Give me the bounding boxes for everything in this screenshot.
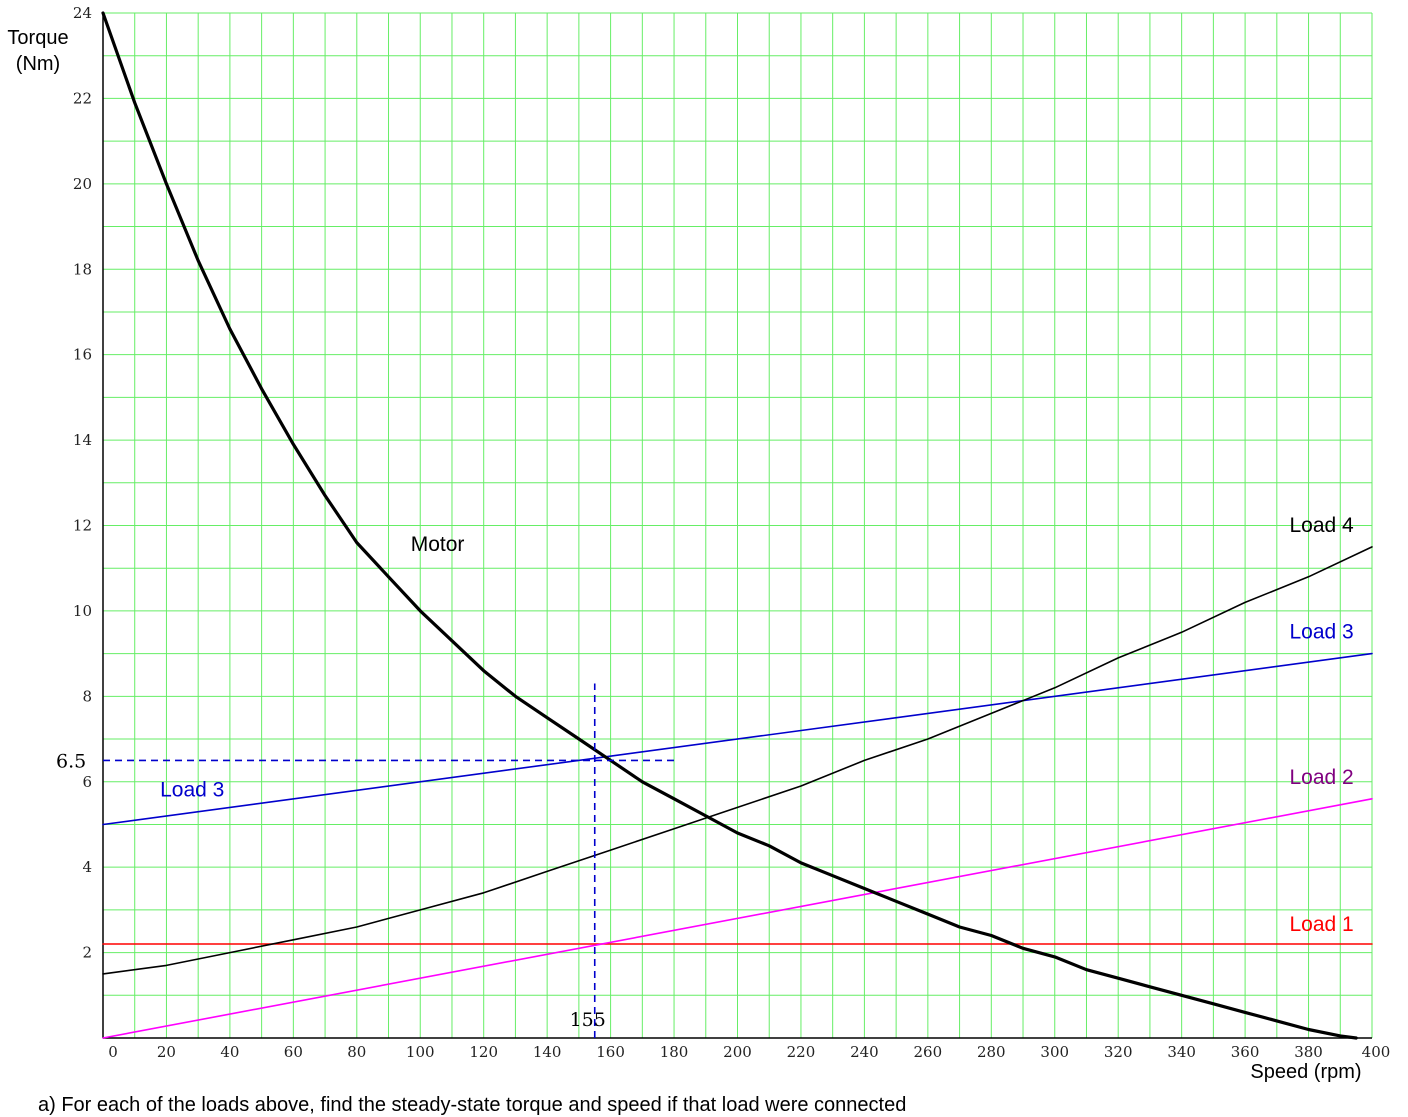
- chart-tick-labels: 0 20 40 60 80 100 120 140 160 180 200 220 240 260 280 3…: [73, 4, 1390, 1061]
- x-tick-label-240: 240: [850, 1043, 879, 1061]
- chart-series: [101, 11, 1373, 1040]
- x-tick-label-340: 340: [1167, 1043, 1196, 1061]
- x-tick-label-180: 180: [660, 1043, 689, 1061]
- x-tick-label-40: 40: [220, 1043, 239, 1061]
- y-tick-label-8: 8: [82, 687, 92, 705]
- y-tick-label-24: 24: [73, 4, 92, 22]
- y-axis-title-line-2: (Nm): [16, 53, 60, 75]
- operating-point-torque-label: 6.5: [56, 750, 86, 772]
- x-tick-label-160: 160: [596, 1043, 625, 1061]
- x-tick-label-200: 200: [723, 1043, 752, 1061]
- chart-labels: Motor Load 4 Load 3 Load 2 Load 1 Load 3 Torqu…: [7, 27, 1361, 1083]
- y-tick-label-6: 6: [82, 773, 92, 791]
- series-label-load-3-2: Load 3: [1290, 621, 1354, 644]
- question-caption: a) For each of the loads above, find the…: [38, 1094, 907, 1116]
- y-tick-label-10: 10: [73, 602, 92, 620]
- series-line-motor: [101, 11, 1358, 1040]
- x-tick-label-400: 400: [1362, 1043, 1391, 1061]
- y-tick-label-12: 12: [73, 517, 92, 535]
- x-tick-label-260: 260: [914, 1043, 943, 1061]
- x-tick-label-120: 120: [469, 1043, 498, 1061]
- y-axis-title-line-1: Torque: [7, 27, 68, 49]
- series-label-load-2-3: Load 2: [1290, 766, 1354, 789]
- operating-point-speed-label: 155: [570, 1009, 606, 1031]
- chart-grid: [103, 13, 1372, 1038]
- y-tick-label-14: 14: [73, 431, 92, 449]
- x-tick-label-0: 0: [108, 1043, 118, 1061]
- chart-axes: [102, 12, 1373, 1039]
- x-tick-label-100: 100: [406, 1043, 435, 1061]
- series-label-load-4-1: Load 4: [1290, 514, 1355, 537]
- x-axis-title: Speed (rpm): [1250, 1061, 1361, 1083]
- y-tick-label-4: 4: [82, 858, 92, 876]
- series-label-load-3-5: Load 3: [160, 779, 224, 802]
- series-line-load-2: [102, 798, 1373, 1039]
- x-tick-label-380: 380: [1294, 1043, 1323, 1061]
- operating-point-markers: 155 6.5: [56, 683, 675, 1038]
- x-tick-label-80: 80: [347, 1043, 366, 1061]
- x-tick-label-20: 20: [157, 1043, 176, 1061]
- torque-speed-chart: 155 6.5 Motor Load 4 Load 3 Load 2 Load 1 Load…: [7, 4, 1390, 1083]
- series-label-motor-0: Motor: [411, 533, 465, 556]
- y-tick-label-16: 16: [73, 346, 92, 364]
- y-tick-label-2: 2: [82, 944, 92, 962]
- x-tick-label-300: 300: [1040, 1043, 1069, 1061]
- series-line-load-4: [102, 546, 1373, 975]
- x-tick-label-320: 320: [1104, 1043, 1133, 1061]
- x-tick-label-360: 360: [1231, 1043, 1260, 1061]
- x-tick-label-60: 60: [284, 1043, 303, 1061]
- y-tick-label-18: 18: [73, 260, 92, 278]
- series-line-load-3: [102, 652, 1373, 826]
- x-tick-label-220: 220: [787, 1043, 816, 1061]
- x-tick-label-140: 140: [533, 1043, 562, 1061]
- y-tick-label-22: 22: [73, 89, 92, 107]
- y-tick-label-20: 20: [73, 175, 92, 193]
- series-label-load-1-4: Load 1: [1290, 913, 1354, 936]
- x-tick-label-280: 280: [977, 1043, 1006, 1061]
